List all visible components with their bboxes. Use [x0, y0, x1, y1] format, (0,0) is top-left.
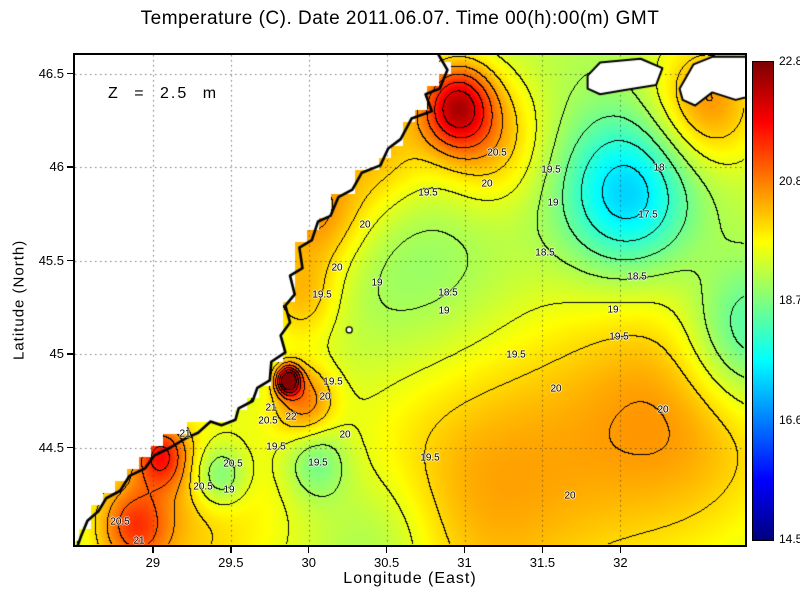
x-tick-mark: [541, 547, 544, 553]
contour-label: 17.5: [638, 209, 658, 221]
x-tick-mark: [619, 547, 622, 553]
contour-label: 19.5: [418, 187, 438, 199]
x-tick-label: 29.5: [218, 555, 244, 570]
contour-label: 20: [564, 490, 576, 502]
x-tick-label: 29: [145, 555, 161, 570]
contour-label: 19.5: [541, 164, 561, 176]
temperature-field-canvas: [75, 55, 745, 545]
x-tick-label: 30: [301, 555, 316, 570]
x-tick-label: 30.5: [373, 555, 400, 570]
contour-label: 20.5: [110, 516, 130, 528]
colorbar-tick-label: 14.5: [779, 532, 800, 546]
contour-label: 19.5: [308, 457, 328, 469]
y-tick-mark: [67, 259, 73, 262]
contour-label: 20: [331, 262, 343, 274]
colorbar-tick-label: 18.7: [779, 293, 800, 307]
y-tick-label: 46: [49, 159, 64, 175]
y-tick-mark: [67, 72, 73, 75]
contour-label: 20: [339, 429, 351, 441]
contour-label: 19.5: [312, 289, 332, 301]
contour-label: 18.5: [438, 287, 458, 299]
x-tick-mark: [307, 547, 310, 553]
contour-label: 20.5: [258, 415, 278, 427]
contour-label: 18.5: [627, 271, 647, 283]
colorbar-tick-label: 20.8: [779, 173, 800, 188]
contour-label: 19: [371, 277, 383, 289]
contour-label: 20.5: [487, 147, 507, 159]
x-tick-label: 32: [613, 555, 628, 570]
contour-label: 20.5: [223, 458, 243, 470]
x-axis-title: Longitude (East): [343, 570, 477, 587]
y-tick-mark: [67, 353, 73, 355]
contour-label: 18.5: [535, 247, 555, 259]
y-tick-label: 45.5: [38, 252, 64, 268]
contour-label: 21: [179, 428, 191, 440]
map-plot-area: 20.5 19.5 18 20 19.5 19 17.5 20 18.5 20 18.5 19 18.5…: [75, 55, 745, 545]
contour-label: 20: [319, 391, 331, 403]
contour-label: 18: [653, 162, 665, 174]
contour-label: 21: [133, 535, 145, 546]
contour-label: 22: [285, 411, 297, 423]
contour-label: 19.5: [420, 452, 440, 464]
contour-label: 20: [359, 219, 371, 231]
contour-label: 20: [481, 178, 493, 190]
contour-label: 20: [550, 383, 562, 395]
contour-label: 20: [657, 404, 669, 416]
x-tick-label: 31.5: [529, 555, 556, 570]
x-tick-mark: [463, 547, 466, 553]
contour-label: 19: [547, 197, 559, 209]
depth-annotation: Z = 2.5 m: [108, 85, 219, 102]
colorbar-gradient: [753, 62, 773, 540]
y-tick-label: 45: [49, 346, 64, 362]
contour-label: 19: [438, 305, 450, 317]
contour-label: 19: [607, 304, 619, 316]
contour-label: 19.5: [266, 441, 286, 453]
y-tick-mark: [67, 166, 73, 168]
contour-label: 19.5: [323, 376, 343, 388]
contour-labels-layer: 20.5 19.5 18 20 19.5 19 17.5 20 18.5 20 18.5 19 18.5…: [75, 55, 745, 546]
y-axis-title: Latitude (North): [10, 239, 28, 361]
contour-label: 19: [223, 484, 235, 496]
colorbar-tick-label: 22.8: [779, 54, 800, 68]
contour-label: 21: [265, 402, 277, 414]
y-tick-label: 46.5: [38, 65, 64, 81]
x-tick-label: 31: [457, 555, 472, 570]
contour-label: 20.5: [193, 481, 213, 493]
y-tick-label: 44.5: [38, 439, 64, 455]
y-tick-mark: [67, 446, 73, 449]
x-tick-mark: [385, 547, 388, 553]
colorbar-tick-label: 16.6: [779, 412, 800, 427]
contour-label: 19.5: [609, 331, 629, 343]
contour-label: 19.5: [506, 349, 526, 361]
x-tick-mark: [152, 547, 154, 553]
figure-title: Temperature (C). Date 2011.06.07. Time 0…: [140, 8, 660, 29]
x-tick-mark: [230, 547, 232, 553]
